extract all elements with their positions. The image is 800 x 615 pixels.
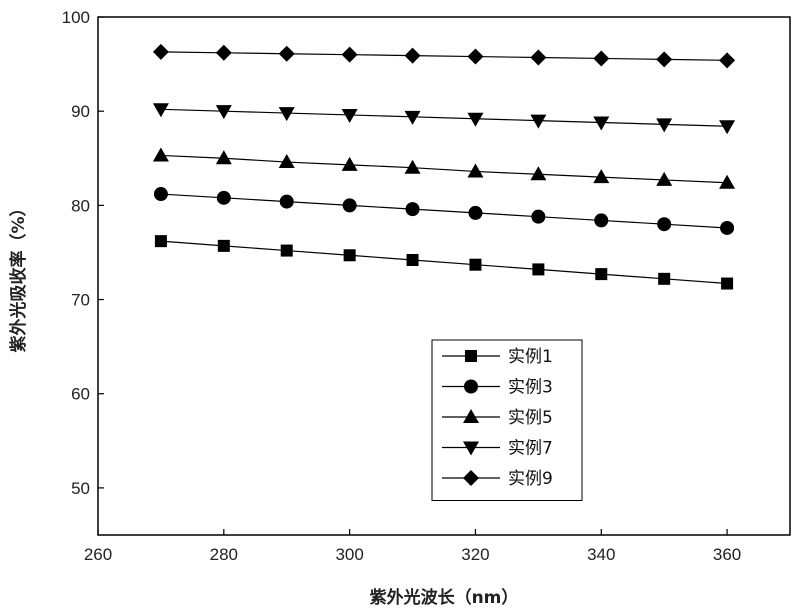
data-point [656, 51, 673, 68]
data-point [530, 49, 547, 66]
series-line [160, 193, 728, 229]
y-tick-label: 90 [71, 102, 90, 121]
data-point [152, 147, 169, 162]
x-tick-label: 300 [335, 545, 363, 564]
data-point [216, 190, 231, 205]
data-point [280, 244, 293, 257]
data-point [593, 50, 610, 67]
y-tick-label: 80 [71, 196, 90, 215]
legend-marker [463, 470, 479, 486]
series-实例1 [154, 235, 734, 290]
data-point [152, 43, 169, 60]
data-point [531, 209, 546, 224]
data-point [152, 103, 169, 118]
y-tick-label: 100 [62, 8, 90, 27]
data-point [279, 194, 294, 209]
legend-item: 实例1 [442, 347, 553, 367]
data-point [278, 107, 295, 122]
data-point [405, 202, 420, 217]
data-point [532, 263, 545, 276]
x-axis-title: 紫外光波长（nm） [370, 587, 519, 608]
data-point [343, 249, 356, 262]
data-point [153, 187, 168, 202]
x-tick-label: 360 [713, 545, 741, 564]
legend-label: 实例5 [508, 408, 553, 428]
data-point [719, 174, 736, 189]
data-point [278, 45, 295, 62]
data-point [719, 120, 736, 135]
legend-label: 实例3 [508, 378, 553, 398]
data-point [593, 169, 610, 184]
x-tick-label: 260 [84, 545, 112, 564]
legend-marker [465, 350, 477, 362]
data-point [469, 258, 482, 271]
legend-label: 实例9 [508, 469, 553, 489]
legend-label: 实例7 [508, 439, 553, 459]
data-point [342, 198, 357, 213]
data-point [341, 108, 358, 123]
legend-item: 实例5 [442, 408, 553, 428]
data-point [215, 44, 232, 61]
data-point [593, 116, 610, 131]
data-point [341, 46, 358, 63]
series-实例5 [152, 147, 736, 189]
y-axis-title: 紫外光吸收率（%） [8, 199, 29, 352]
data-point [720, 220, 735, 235]
data-point [215, 105, 232, 120]
data-point [530, 114, 547, 129]
y-tick-label: 70 [71, 291, 90, 310]
plot-frame [97, 16, 791, 536]
legend: 实例1 实例3 实例5 实例7 实例9 [431, 339, 583, 501]
plot-area: 260 280 300 320 340 360 50 60 70 80 90 100 [62, 8, 791, 564]
series-line [160, 51, 728, 61]
data-point [530, 166, 547, 181]
data-point [656, 118, 673, 133]
x-tick-label: 340 [587, 545, 615, 564]
data-point [594, 213, 609, 228]
legend-label: 实例1 [508, 347, 553, 367]
y-tick-label: 60 [71, 385, 90, 404]
data-point [341, 156, 358, 171]
data-point [719, 52, 736, 69]
data-point [154, 235, 167, 248]
series-实例3 [153, 187, 735, 235]
data-point [215, 150, 232, 165]
legend-item: 实例9 [442, 469, 553, 489]
x-tick-label: 280 [210, 545, 238, 564]
data-point [468, 205, 483, 220]
legend-marker [463, 441, 479, 456]
x-tick-label: 320 [461, 545, 489, 564]
series-实例7 [152, 103, 736, 135]
data-point [467, 112, 484, 127]
y-tick-label: 50 [71, 479, 90, 498]
data-point [656, 171, 673, 186]
data-point [657, 217, 672, 232]
legend-item: 实例7 [442, 439, 553, 459]
data-point [467, 163, 484, 178]
legend-item: 实例3 [442, 378, 553, 398]
data-point [406, 253, 419, 266]
data-point [404, 47, 421, 64]
series-line [160, 154, 728, 184]
legend-box [431, 339, 583, 501]
data-point [658, 272, 671, 285]
data-point [278, 154, 295, 169]
legend-marker [464, 379, 478, 394]
data-point [404, 159, 421, 174]
series-line [160, 108, 728, 127]
legend-marker [463, 409, 479, 423]
data-point [467, 48, 484, 65]
series-实例9 [152, 43, 736, 69]
data-point [217, 239, 230, 252]
series-line [160, 240, 728, 285]
data-point [404, 110, 421, 125]
data-point [595, 268, 608, 281]
data-point [721, 277, 734, 290]
